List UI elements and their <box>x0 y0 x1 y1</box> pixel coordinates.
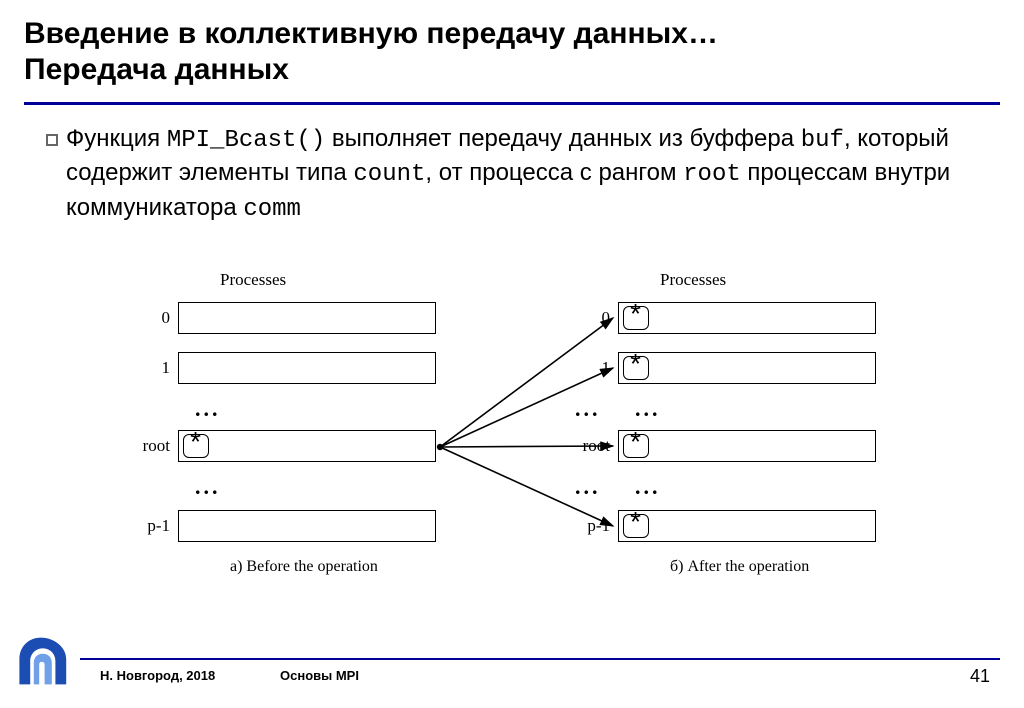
arrow-icon <box>440 318 613 447</box>
ellipsis: ... <box>575 396 601 422</box>
title-line-1: Введение в коллективную передачу данных… <box>24 16 1000 52</box>
row-label: 1 <box>570 358 610 378</box>
text-seg: выполняет передачу данных из буффера <box>325 125 800 152</box>
slide: Введение в коллективную передачу данных…… <box>0 0 1024 708</box>
arrow-origin-icon <box>437 444 443 450</box>
proc-box <box>178 352 436 384</box>
title-line-2: Передача данных <box>24 52 1000 88</box>
page-number: 41 <box>970 666 990 687</box>
proc-box: * <box>178 430 436 462</box>
proc-box: * <box>618 352 876 384</box>
ellipsis: ... <box>195 396 221 422</box>
data-cell: * <box>623 514 649 538</box>
row-label: root <box>130 436 170 456</box>
proc-box: * <box>618 430 876 462</box>
bullet-marker-icon <box>46 134 58 146</box>
text-seg: , от процесса с рангом <box>425 159 683 186</box>
footer-course: Основы MPI <box>280 668 359 683</box>
star-icon: * <box>624 503 647 548</box>
footer-location: Н. Новгород, 2018 <box>100 668 215 683</box>
proc-box: * <box>618 302 876 334</box>
row-label: 0 <box>130 308 170 328</box>
row-label: p-1 <box>570 516 610 536</box>
caption-after: б) After the operation <box>670 558 809 576</box>
title-block: Введение в коллективную передачу данных…… <box>0 0 1024 96</box>
text-seg: Функция <box>66 125 167 152</box>
col-header-left: Processes <box>220 270 286 290</box>
bullet: Функция MPI_Bcast() выполняет передачу д… <box>46 123 984 226</box>
data-cell: * <box>623 306 649 330</box>
footer: Н. Новгород, 2018 Основы MPI 41 <box>0 662 1024 698</box>
star-icon: * <box>624 423 647 468</box>
ellipsis: ... <box>575 474 601 500</box>
ellipsis: ... <box>635 396 661 422</box>
star-icon: * <box>624 295 647 340</box>
bcast-diagram: Processes Processes 0 1 ... root * ... p… <box>130 270 890 610</box>
data-cell: * <box>183 434 209 458</box>
code-buf: buf <box>801 127 844 154</box>
caption-before: а) Before the operation <box>230 558 378 576</box>
col-header-right: Processes <box>660 270 726 290</box>
code-comm: comm <box>243 196 301 223</box>
data-cell: * <box>623 434 649 458</box>
bullet-text: Функция MPI_Bcast() выполняет передачу д… <box>66 123 984 226</box>
row-label: root <box>570 436 610 456</box>
proc-box <box>178 510 436 542</box>
star-icon: * <box>624 345 647 390</box>
ellipsis: ... <box>635 474 661 500</box>
row-label: p-1 <box>130 516 170 536</box>
proc-box <box>178 302 436 334</box>
unn-logo-icon <box>14 634 68 688</box>
row-label: 1 <box>130 358 170 378</box>
star-icon: * <box>184 423 207 468</box>
row-label: 0 <box>570 308 610 328</box>
code-fn: MPI_Bcast() <box>167 127 325 154</box>
code-count: count <box>353 161 425 188</box>
body: Функция MPI_Bcast() выполняет передачу д… <box>0 105 1024 226</box>
code-root: root <box>683 161 741 188</box>
ellipsis: ... <box>195 474 221 500</box>
data-cell: * <box>623 356 649 380</box>
footer-rule <box>80 658 1000 660</box>
proc-box: * <box>618 510 876 542</box>
